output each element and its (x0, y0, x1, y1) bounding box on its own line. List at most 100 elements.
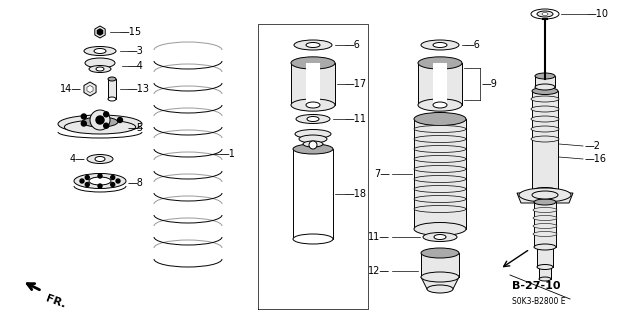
Circle shape (81, 121, 86, 126)
Ellipse shape (64, 120, 136, 134)
Bar (421, 253, 459, 277)
Text: 4—: 4— (69, 154, 85, 164)
Ellipse shape (533, 207, 557, 212)
Circle shape (98, 174, 102, 178)
Ellipse shape (414, 145, 466, 152)
Ellipse shape (96, 67, 104, 71)
Circle shape (111, 175, 115, 180)
Ellipse shape (414, 113, 466, 125)
Text: —10: —10 (587, 9, 609, 19)
Text: —1: —1 (220, 149, 236, 159)
Ellipse shape (531, 106, 559, 112)
Text: —16: —16 (585, 154, 607, 164)
Ellipse shape (531, 136, 559, 142)
Ellipse shape (58, 115, 142, 133)
Ellipse shape (539, 277, 551, 281)
Bar (108, 79, 116, 99)
Bar (532, 91, 558, 191)
Ellipse shape (534, 199, 556, 205)
Ellipse shape (414, 125, 466, 132)
Polygon shape (517, 193, 573, 203)
Ellipse shape (303, 141, 323, 147)
Ellipse shape (427, 285, 453, 293)
Ellipse shape (532, 188, 558, 195)
Ellipse shape (294, 40, 332, 50)
Ellipse shape (94, 48, 106, 54)
Ellipse shape (421, 40, 459, 50)
Ellipse shape (533, 232, 557, 236)
Ellipse shape (85, 58, 115, 68)
Ellipse shape (531, 9, 559, 19)
Ellipse shape (533, 216, 557, 220)
Ellipse shape (306, 42, 320, 48)
Ellipse shape (434, 234, 446, 240)
Ellipse shape (306, 102, 320, 108)
Ellipse shape (537, 264, 553, 270)
Ellipse shape (108, 77, 116, 81)
Ellipse shape (414, 186, 466, 192)
Ellipse shape (291, 99, 335, 111)
Ellipse shape (414, 175, 466, 182)
Circle shape (116, 179, 120, 183)
Bar (539, 267, 551, 279)
Ellipse shape (418, 99, 462, 111)
Ellipse shape (531, 126, 559, 132)
Circle shape (111, 182, 115, 187)
Bar (293, 149, 333, 239)
Text: —17: —17 (345, 79, 367, 89)
Text: —15: —15 (120, 27, 142, 37)
Bar (418, 63, 462, 105)
Bar (306, 63, 320, 105)
Text: —2: —2 (585, 141, 601, 151)
Circle shape (118, 117, 122, 122)
Ellipse shape (296, 115, 330, 123)
Text: —6: —6 (465, 40, 481, 50)
Text: —3: —3 (128, 46, 144, 56)
Text: —13: —13 (128, 84, 150, 94)
Ellipse shape (89, 65, 111, 72)
Text: 7—: 7— (374, 169, 390, 179)
Circle shape (96, 116, 104, 124)
Ellipse shape (414, 222, 466, 235)
Circle shape (90, 110, 110, 130)
Ellipse shape (519, 188, 571, 202)
Ellipse shape (299, 135, 327, 143)
Ellipse shape (414, 136, 466, 143)
Circle shape (81, 114, 86, 119)
Ellipse shape (535, 84, 555, 90)
Ellipse shape (414, 205, 466, 212)
Ellipse shape (421, 272, 459, 282)
Circle shape (98, 184, 102, 188)
Text: —8: —8 (128, 178, 144, 188)
Circle shape (85, 175, 89, 180)
Ellipse shape (535, 73, 555, 79)
Circle shape (309, 141, 317, 149)
Ellipse shape (89, 177, 111, 185)
Ellipse shape (84, 47, 116, 56)
Text: FR.: FR. (44, 293, 67, 309)
Text: —18: —18 (345, 189, 367, 199)
Text: B-27-10: B-27-10 (512, 281, 561, 291)
Text: —6: —6 (345, 40, 361, 50)
Text: 14—: 14— (60, 84, 82, 94)
Ellipse shape (533, 224, 557, 228)
Circle shape (104, 123, 109, 128)
Ellipse shape (82, 117, 118, 127)
Circle shape (85, 182, 89, 187)
Polygon shape (421, 277, 459, 289)
Bar (291, 63, 335, 105)
Ellipse shape (421, 248, 459, 258)
Ellipse shape (293, 234, 333, 244)
Ellipse shape (414, 155, 466, 162)
Ellipse shape (532, 87, 558, 94)
Ellipse shape (108, 97, 116, 101)
Ellipse shape (414, 196, 466, 203)
Ellipse shape (531, 116, 559, 122)
Ellipse shape (433, 102, 447, 108)
Ellipse shape (531, 96, 559, 102)
Circle shape (104, 112, 109, 117)
Bar (433, 63, 447, 105)
Bar (535, 76, 555, 87)
Ellipse shape (74, 174, 126, 189)
Ellipse shape (293, 144, 333, 154)
